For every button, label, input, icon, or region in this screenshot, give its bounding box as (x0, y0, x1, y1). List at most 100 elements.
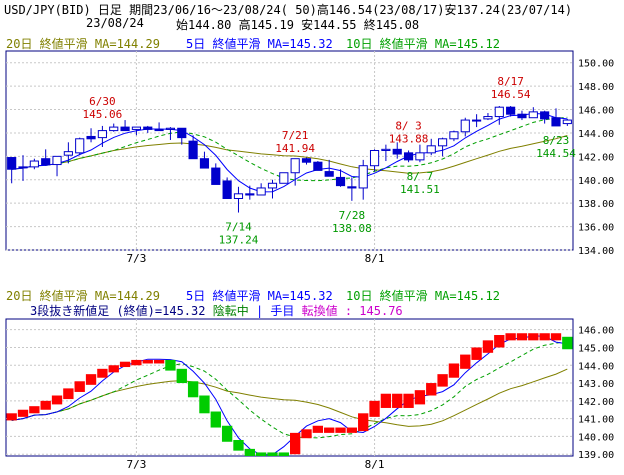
candle-body (177, 127, 187, 139)
candle-body (472, 119, 482, 122)
candle-body (369, 150, 380, 167)
renko-block (6, 413, 17, 421)
renko-ma-5-line (11, 335, 568, 456)
low-annotation-value: 144.54 (536, 147, 576, 160)
price-tick-label: 146.00 (578, 106, 614, 117)
renko-block (369, 400, 380, 417)
candle-body (143, 126, 153, 130)
renko-block (153, 359, 165, 364)
candle-body (506, 106, 516, 115)
renko-block (494, 335, 505, 348)
candle-body (165, 127, 176, 130)
renko-block (358, 413, 369, 432)
date-tick-label: 8/1 (365, 252, 385, 265)
renko-legend-1: 5日 終値平滑 MA=145.32 (186, 288, 333, 303)
high-annotation-date: 8/17 (497, 75, 524, 88)
ma-10-line (11, 116, 568, 182)
candle-body (460, 119, 470, 133)
renko-block (108, 365, 119, 373)
candle-body (41, 158, 51, 166)
renko-block (516, 333, 528, 341)
price-tick-label: 138.00 (578, 199, 614, 210)
candle-body (29, 160, 39, 168)
renko-block (221, 425, 233, 442)
candle-body (245, 193, 255, 196)
candle-body (211, 167, 221, 185)
renko-block (97, 368, 108, 378)
header-summary: USD/JPY(BID) 日足 期間23/06/16～23/08/24( 50)… (4, 3, 573, 17)
renko-tick-label: 146.00 (578, 326, 614, 337)
renko-tick-label: 139.00 (578, 450, 614, 461)
candle-body (222, 180, 232, 199)
ma-5-line (11, 112, 568, 193)
candle-body (199, 158, 210, 169)
renko-block (40, 400, 51, 410)
renko-block (437, 374, 448, 387)
high-annotation-date: 6/30 (89, 95, 116, 108)
high-annotation-value: 141.94 (275, 142, 315, 155)
renko-block (426, 383, 437, 396)
candle-body (18, 166, 28, 169)
low-annotation-date: 7/28 (339, 209, 366, 222)
price-panel-frame (5, 50, 574, 251)
renko-date-tick-label: 7/3 (126, 458, 146, 471)
candle-body (324, 171, 334, 177)
header-date: 23/08/24 (86, 16, 144, 30)
candle-body (528, 111, 538, 119)
renko-block (74, 381, 85, 392)
renko-block (414, 390, 426, 405)
price-legend-1: 5日 終値平滑 MA=145.32 (186, 36, 333, 51)
candle-body (517, 113, 527, 119)
renko-block (290, 432, 301, 455)
renko-block (448, 363, 460, 378)
renko-subtitle-part: | 手目 (249, 304, 295, 318)
renko-block (17, 409, 29, 417)
candle-body (301, 158, 312, 163)
renko-tick-label: 144.00 (578, 361, 614, 372)
high-annotation-value: 143.88 (389, 133, 429, 146)
renko-subtitle-part: 3段抜き新値足 (終値)=145.32 (30, 303, 205, 318)
candle-body (335, 176, 346, 187)
candle-body (313, 161, 323, 171)
low-annotation-value: 141.51 (400, 183, 440, 196)
candle-body (97, 130, 107, 139)
renko-block (539, 333, 550, 341)
renko-block (550, 333, 562, 341)
renko-tick-label: 145.00 (578, 343, 614, 354)
candle-body (267, 182, 278, 189)
candle-body (233, 193, 244, 199)
candle-body (483, 116, 493, 120)
price-tick-label: 140.00 (578, 176, 614, 187)
renko-block (255, 452, 267, 456)
low-annotation-value: 138.08 (332, 222, 372, 235)
renko-subtitle-part: 転換値 : 145.76 (294, 303, 402, 318)
price-tick-label: 148.00 (578, 82, 614, 93)
renko-block (505, 333, 516, 341)
candle-body (347, 186, 357, 189)
renko-tick-label: 143.00 (578, 379, 614, 390)
candle-body (75, 138, 85, 154)
date-tick-label: 7/3 (126, 252, 146, 265)
candle-body (494, 106, 504, 118)
candle-body (131, 126, 141, 130)
renko-panel-frame (5, 318, 574, 457)
renko-subtitle: 3段抜き新値足 (終値)=145.32 陰転中 | 手目 転換値 : 145.7… (30, 303, 403, 318)
candle-body (449, 131, 459, 140)
renko-block (131, 359, 142, 366)
high-annotation-value: 145.06 (83, 108, 123, 121)
renko-block (301, 429, 312, 439)
price-tick-label: 150.00 (578, 59, 614, 70)
candle-body (426, 145, 436, 154)
renko-block (244, 448, 255, 456)
low-annotation-date: 8/ 7 (407, 170, 434, 183)
candle-body (415, 152, 425, 161)
renko-block (460, 354, 471, 369)
candle-body (290, 158, 300, 174)
low-annotation-date: 7/14 (225, 221, 252, 234)
candle-body (120, 126, 130, 132)
renko-block (187, 381, 199, 398)
candle-body (256, 187, 266, 196)
high-annotation-value: 146.54 (491, 88, 531, 101)
